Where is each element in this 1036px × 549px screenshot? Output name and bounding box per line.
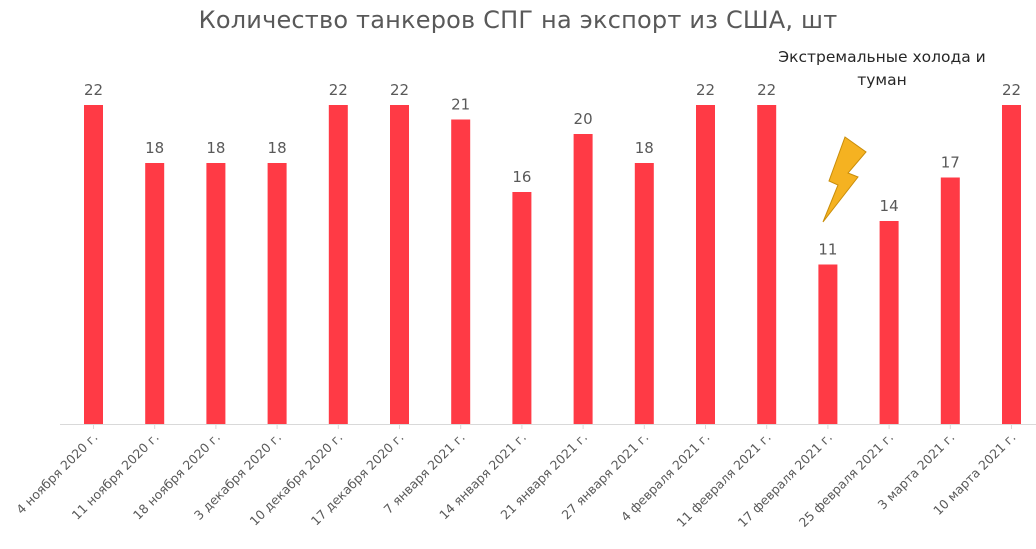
value-label-11: 22 bbox=[696, 81, 715, 99]
value-label-12: 22 bbox=[757, 81, 776, 99]
bar-2 bbox=[145, 163, 165, 424]
bar-12 bbox=[757, 105, 777, 424]
bar-8 bbox=[512, 192, 532, 424]
chart-title: Количество танкеров СПГ на экспорт из СШ… bbox=[198, 6, 838, 34]
bar-16 bbox=[1002, 105, 1021, 424]
value-label-7: 21 bbox=[451, 96, 470, 114]
lightning-bolt-icon bbox=[822, 136, 867, 223]
value-label-2: 18 bbox=[145, 139, 164, 157]
value-label-1: 22 bbox=[84, 81, 103, 99]
annotation-text: Экстремальные холода и туман bbox=[778, 48, 986, 89]
value-label-13: 11 bbox=[818, 241, 837, 259]
bar-15 bbox=[940, 177, 960, 424]
bar-6 bbox=[390, 105, 409, 424]
value-label-16: 22 bbox=[1002, 81, 1021, 99]
value-label-5: 22 bbox=[329, 81, 348, 99]
bar-11 bbox=[696, 105, 715, 424]
bar-10 bbox=[634, 163, 654, 424]
bar-14 bbox=[879, 221, 899, 424]
x-ticks-group bbox=[93, 424, 1012, 429]
value-label-15: 17 bbox=[941, 154, 960, 172]
bar-5 bbox=[328, 105, 348, 424]
bar-7 bbox=[451, 119, 471, 424]
value-label-14: 14 bbox=[880, 197, 899, 215]
bars-group bbox=[84, 105, 1021, 424]
bar-13 bbox=[818, 264, 838, 424]
x-tick-labels-group: 4 ноября 2020 г.11 ноября 2020 г.18 нояб… bbox=[13, 430, 1018, 530]
bar-4 bbox=[267, 163, 287, 424]
value-label-8: 16 bbox=[512, 168, 531, 186]
bar-9 bbox=[573, 134, 593, 424]
value-label-3: 18 bbox=[206, 139, 225, 157]
value-label-10: 18 bbox=[635, 139, 654, 157]
value-label-9: 20 bbox=[574, 110, 593, 128]
bar-3 bbox=[206, 163, 226, 424]
value-label-4: 18 bbox=[268, 139, 287, 157]
bar-1 bbox=[84, 105, 103, 424]
value-labels-group: 22 18 18 18 22 22 21 16 20 18 22 22 11 14 17 22 bbox=[84, 81, 1021, 259]
value-label-6: 22 bbox=[390, 81, 409, 99]
